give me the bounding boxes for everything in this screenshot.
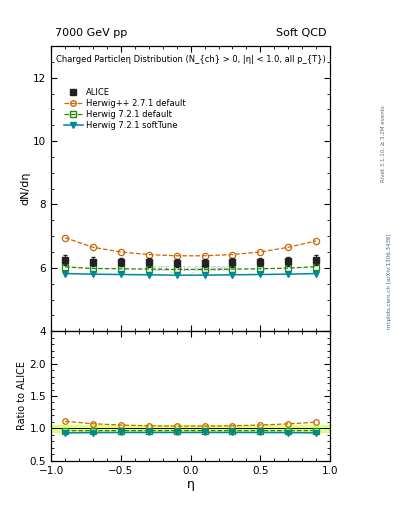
Text: Charged Particleη Distribution (N_{ch} > 0, |η| < 1.0, all p_{T}): Charged Particleη Distribution (N_{ch} >… bbox=[56, 55, 325, 63]
X-axis label: η: η bbox=[187, 478, 195, 492]
Legend: ALICE, Herwig++ 2.7.1 default, Herwig 7.2.1 default, Herwig 7.2.1 softTune: ALICE, Herwig++ 2.7.1 default, Herwig 7.… bbox=[61, 84, 189, 134]
Y-axis label: dN/dη: dN/dη bbox=[20, 172, 30, 205]
Text: Rivet 3.1.10, ≥ 3.2M events: Rivet 3.1.10, ≥ 3.2M events bbox=[381, 105, 386, 182]
Bar bbox=[51, 425, 330, 432]
Text: ALICE_2010_S8625980: ALICE_2010_S8625980 bbox=[151, 265, 231, 272]
Y-axis label: Ratio to ALICE: Ratio to ALICE bbox=[17, 361, 27, 431]
Text: Soft QCD: Soft QCD bbox=[276, 28, 326, 38]
Text: 7000 GeV pp: 7000 GeV pp bbox=[55, 28, 127, 38]
Text: mcplots.cern.ch [arXiv:1306.3436]: mcplots.cern.ch [arXiv:1306.3436] bbox=[387, 234, 392, 329]
